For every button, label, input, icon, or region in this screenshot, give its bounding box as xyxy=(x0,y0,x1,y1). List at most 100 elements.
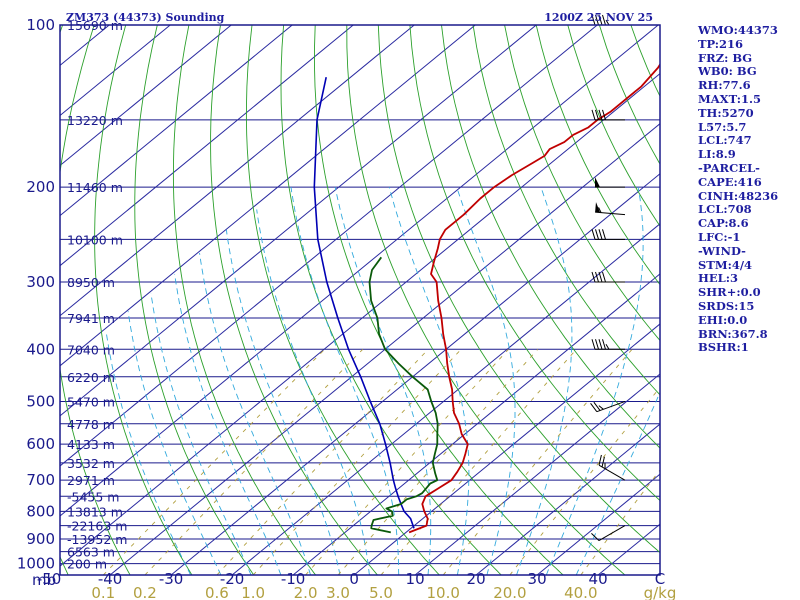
height-label: 11460 m xyxy=(67,180,123,195)
mixing-ratio-label: 20.0 xyxy=(493,584,526,600)
stat-item: CAPE:416 xyxy=(698,174,762,189)
mixing-ratio-label: 1.0 xyxy=(241,584,265,600)
dry-adiabat-line xyxy=(377,25,660,554)
mixing-ratio-line xyxy=(380,348,577,575)
temperature-tick-label: -10 xyxy=(281,570,306,588)
mixing-ratio-line xyxy=(337,348,539,575)
wind-barb-staff xyxy=(596,400,626,413)
wind-barb-feather xyxy=(595,229,599,240)
wind-barb-feather xyxy=(591,109,596,120)
wind-barb xyxy=(591,339,625,350)
moist-adiabat-line xyxy=(225,229,341,575)
height-label: 4133 m xyxy=(67,437,115,452)
isotherm-line xyxy=(231,223,660,575)
height-label: -13952 m xyxy=(67,532,127,547)
wind-barb xyxy=(591,271,625,283)
pressure-tick-label: 1000 xyxy=(17,555,55,573)
stats-panel: WMO:44373 TP:216 FRZ: BG WB0: BG RH:77.6 MAXT… xyxy=(698,23,798,355)
isotherm-line xyxy=(475,423,660,575)
wind-barb-feather xyxy=(602,229,606,240)
height-label: 13220 m xyxy=(67,113,123,128)
wind-barb-staff xyxy=(598,525,626,542)
wind-barb-feather xyxy=(602,271,606,283)
wind-barb-feather xyxy=(598,229,603,240)
stat-item: LFC:-1 xyxy=(698,229,741,244)
wind-barb-feather xyxy=(598,14,603,26)
stat-item: FRZ: BG xyxy=(698,50,753,65)
moist-adiabat-line xyxy=(105,330,192,575)
wind-barb xyxy=(595,177,625,188)
mixing-ratio-line xyxy=(216,348,429,575)
wind-barb-feather xyxy=(598,109,603,120)
stat-item: MAXT:1.5 xyxy=(698,91,761,106)
wind-barb-feather xyxy=(595,14,599,26)
pressure-tick-label: 200 xyxy=(26,178,55,196)
wind-barb-pennant xyxy=(595,177,600,188)
moist-adiabat-line xyxy=(199,252,312,575)
height-label: 6563 m xyxy=(67,545,115,560)
temperature-tick-label: C xyxy=(655,570,665,588)
isotherm-line xyxy=(60,25,293,217)
sounding-time: 1200Z 25 NOV 25 xyxy=(544,11,653,24)
isotherm-line xyxy=(414,373,660,575)
wind-barb xyxy=(590,400,626,413)
stat-item: -PARCEL- xyxy=(698,160,760,175)
stat-item: BRN:367.8 xyxy=(698,326,768,341)
stat-item: CINH:48236 xyxy=(698,188,779,203)
dry-adiabat-line xyxy=(94,25,193,575)
temperature-tick-label: 10 xyxy=(406,570,425,588)
pressure-tick-label: 600 xyxy=(26,435,55,453)
wind-barb xyxy=(591,109,625,121)
moist-adiabat-line xyxy=(545,187,644,575)
mixing-ratio-label: 3.0 xyxy=(326,584,350,600)
mixing-ratio-line xyxy=(252,348,462,575)
temperature-trace xyxy=(408,62,660,534)
dry-adiabat-line xyxy=(535,25,660,286)
isotherm-line xyxy=(60,72,660,567)
height-label: 6220 m xyxy=(67,370,115,385)
wind-barb-pennant xyxy=(595,202,601,213)
moist-adiabat-line xyxy=(150,293,252,575)
wind-barb-feather xyxy=(591,533,600,541)
mixing-ratio-label: 0.1 xyxy=(91,584,115,600)
stat-item: STM:4/4 xyxy=(698,257,753,272)
height-label: 7941 m xyxy=(67,311,115,326)
pressure-tick-label: 900 xyxy=(26,530,55,548)
height-label: 4778 m xyxy=(67,417,115,432)
isotherm-line xyxy=(60,25,415,317)
dry-adiabat-line xyxy=(504,25,660,342)
pressure-tick-label: 300 xyxy=(26,273,55,291)
sounding-title: ZM373 (44373) Sounding xyxy=(66,11,225,24)
mixing-ratio-label: 2.0 xyxy=(294,584,318,600)
isotherm-line xyxy=(60,25,537,417)
plot-frame xyxy=(59,24,661,576)
wind-barb-feather xyxy=(602,339,606,350)
dry-adiabat-line xyxy=(472,25,660,396)
isotherm-line xyxy=(60,25,476,367)
pressure-tick-label: 100 xyxy=(26,16,55,34)
isotherm-line xyxy=(60,25,598,467)
height-label: 3532 m xyxy=(67,456,115,471)
moist-adiabat-line xyxy=(334,187,432,575)
moist-adiabat-line xyxy=(575,391,660,575)
dry-adiabat-line xyxy=(280,25,502,575)
pressure-tick-label: 700 xyxy=(26,471,55,489)
wind-barb-feather xyxy=(598,405,604,410)
height-label: 15690 m xyxy=(67,18,123,33)
dry-adiabat-line xyxy=(409,25,660,502)
height-label: -22163 m xyxy=(67,519,127,534)
moist-adiabat-line xyxy=(516,186,573,575)
stat-item: WB0: BG xyxy=(698,64,757,79)
temperature-tick-label: 0 xyxy=(349,570,359,588)
pressure-tick-label: 800 xyxy=(26,502,55,520)
stat-item: LCL:747 xyxy=(698,133,752,148)
height-label: 2971 m xyxy=(67,473,115,488)
wind-barb xyxy=(595,202,626,216)
height-label: 5470 m xyxy=(67,394,115,409)
wind-barb-feather xyxy=(605,19,610,26)
isotherm-line xyxy=(60,25,659,517)
stat-item: -WIND- xyxy=(698,243,746,258)
stat-item: TH:5270 xyxy=(698,105,754,120)
wind-barb-feather xyxy=(598,271,603,283)
